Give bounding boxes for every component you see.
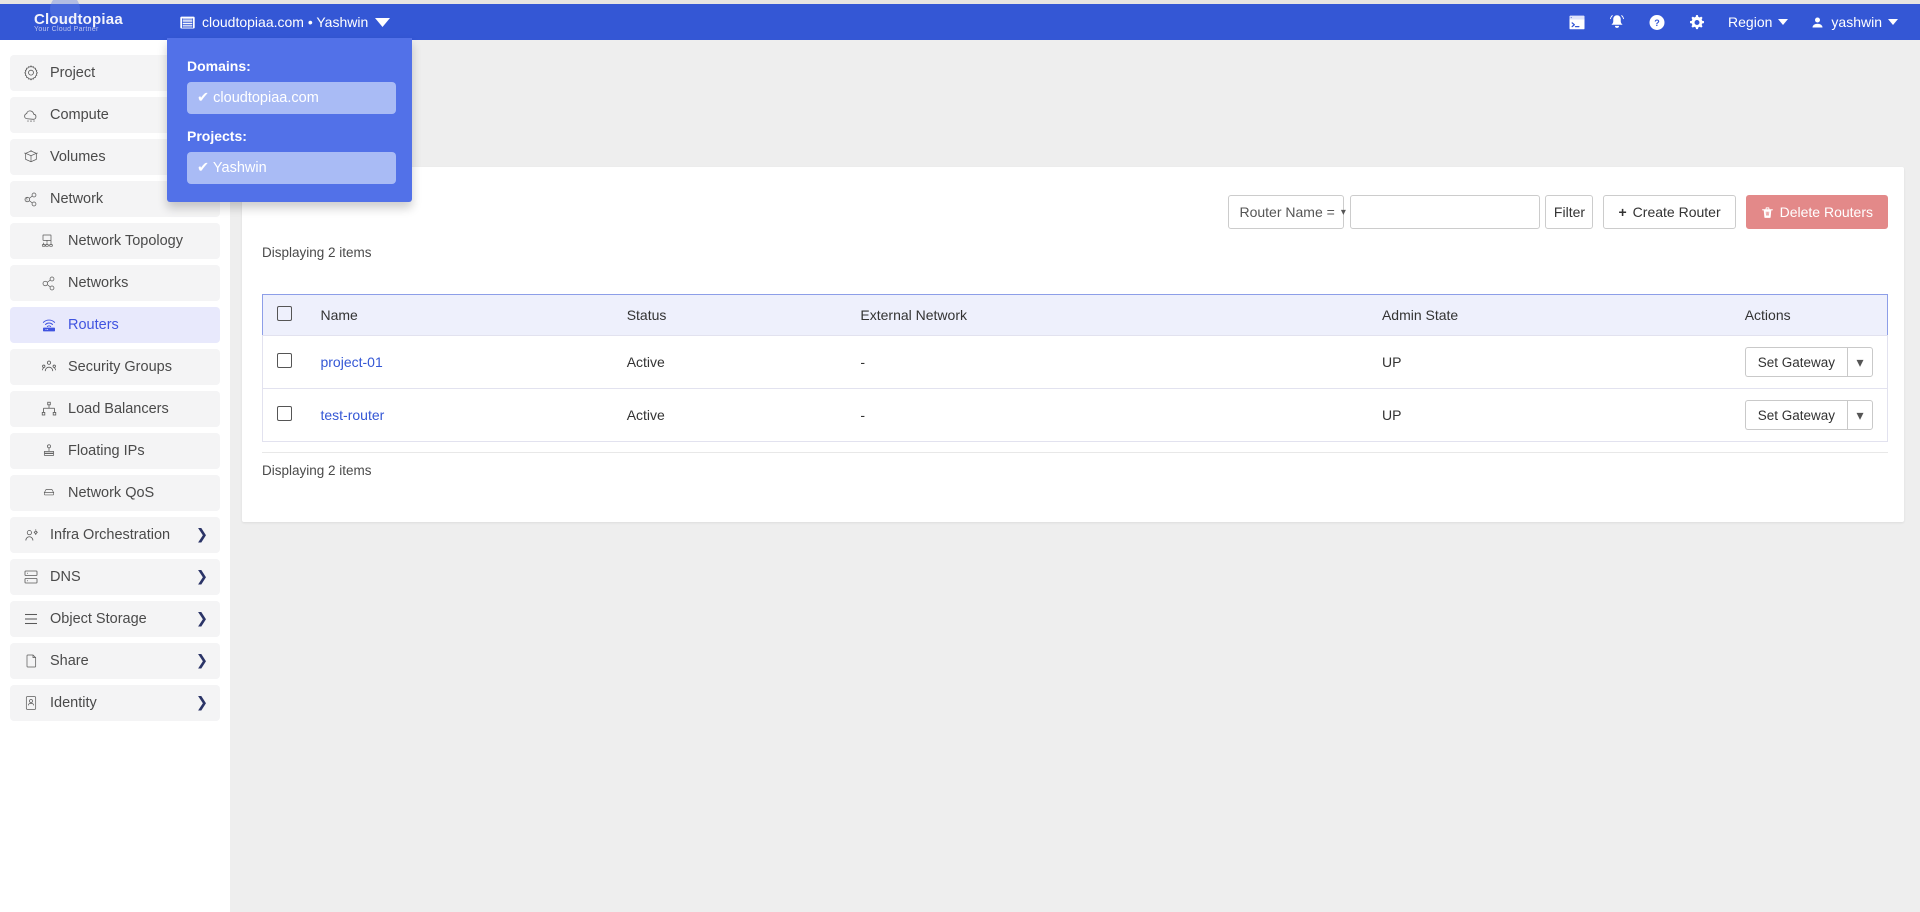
svg-text:?: ? <box>1654 17 1660 27</box>
